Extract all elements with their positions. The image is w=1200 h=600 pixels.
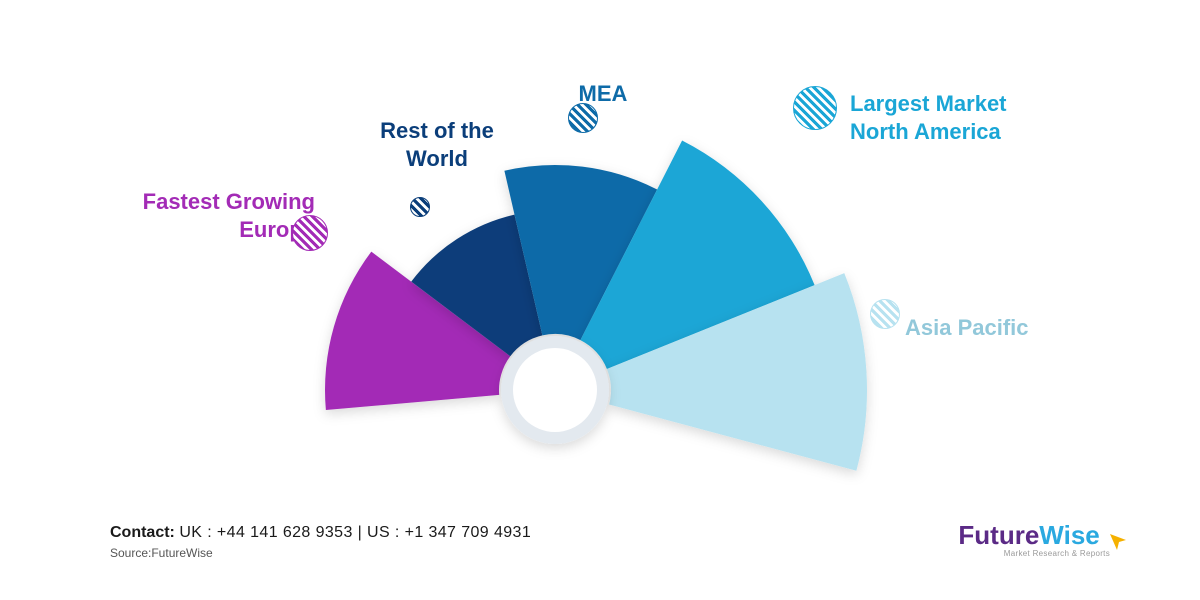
footer: Contact: UK : +44 141 628 9353 | US : +1…: [110, 524, 531, 560]
hub-core: [513, 348, 597, 432]
label-europe: Fastest GrowingEurope: [115, 188, 315, 243]
label-row-line2: World: [357, 145, 517, 173]
label-mea: MEA: [523, 80, 683, 108]
marker-europe: [292, 215, 328, 251]
label-europe-line2: Europe: [115, 216, 315, 244]
label-mea-line1: MEA: [523, 80, 683, 108]
label-europe-line1: Fastest Growing: [115, 188, 315, 216]
brand-logo: FutureWise Market Research & Reports: [958, 520, 1110, 558]
brand-name: FutureWise: [958, 520, 1110, 551]
label-row-line1: Rest of the: [357, 117, 517, 145]
label-north_america-line2: North America: [850, 118, 1007, 146]
contact-label: Contact:: [110, 524, 175, 541]
label-north_america: Largest MarketNorth America: [850, 90, 1007, 145]
brand-part2: Wise: [1039, 520, 1099, 550]
marker-mea: [568, 103, 598, 133]
marker-asia_pacific: [870, 299, 900, 329]
label-asia_pacific-line1: Asia Pacific: [905, 314, 1029, 342]
label-asia_pacific: Asia Pacific: [905, 314, 1029, 342]
contact-line: Contact: UK : +44 141 628 9353 | US : +1…: [110, 524, 531, 542]
contact-text: UK : +44 141 628 9353 | US : +1 347 709 …: [179, 524, 531, 541]
marker-row: [410, 197, 430, 217]
infographic-frame: Fastest GrowingEuropeRest of theWorldMEA…: [0, 0, 1200, 600]
marker-north_america: [793, 86, 837, 130]
label-row: Rest of theWorld: [357, 117, 517, 172]
source-line: Source:FutureWise: [110, 546, 531, 560]
brand-part1: Future: [958, 520, 1039, 550]
radial-fan-chart: Fastest GrowingEuropeRest of theWorldMEA…: [0, 0, 1200, 600]
label-north_america-line1: Largest Market: [850, 90, 1007, 118]
